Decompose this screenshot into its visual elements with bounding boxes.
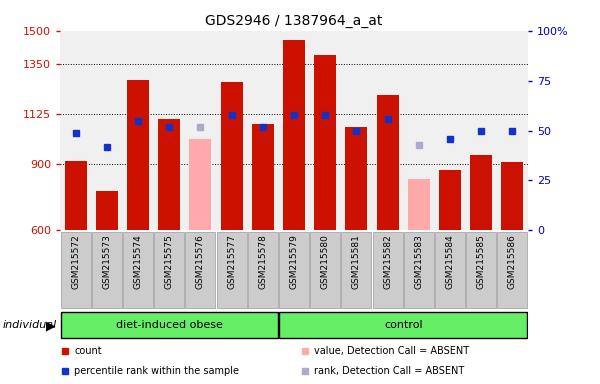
FancyBboxPatch shape [373,232,403,308]
FancyBboxPatch shape [61,232,91,308]
Bar [190,139,211,230]
Bar [127,80,149,230]
Text: diet-induced obese: diet-induced obese [116,320,223,331]
Bar [65,161,86,230]
FancyBboxPatch shape [279,232,309,308]
FancyBboxPatch shape [279,313,527,338]
FancyBboxPatch shape [154,232,184,308]
FancyBboxPatch shape [435,232,465,308]
FancyBboxPatch shape [497,232,527,308]
Text: count: count [74,346,102,356]
Text: GSM215579: GSM215579 [290,234,299,289]
Text: control: control [384,320,422,331]
Text: GSM215573: GSM215573 [102,234,112,289]
Bar [377,95,398,230]
Text: GSM215572: GSM215572 [71,234,80,289]
FancyBboxPatch shape [310,232,340,308]
Text: GSM215575: GSM215575 [164,234,174,289]
FancyBboxPatch shape [61,313,278,338]
Bar [439,170,461,230]
Text: GSM215584: GSM215584 [445,234,455,289]
Bar [283,40,305,230]
Bar [252,124,274,230]
FancyBboxPatch shape [248,232,278,308]
Text: GSM215586: GSM215586 [508,234,517,289]
Bar [470,155,492,230]
Text: GSM215577: GSM215577 [227,234,236,289]
Bar [158,119,180,230]
Text: GSM215581: GSM215581 [352,234,361,289]
FancyBboxPatch shape [185,232,215,308]
Bar [314,55,336,230]
Text: value, Detection Call = ABSENT: value, Detection Call = ABSENT [314,346,470,356]
FancyBboxPatch shape [341,232,371,308]
Text: rank, Detection Call = ABSENT: rank, Detection Call = ABSENT [314,366,464,376]
FancyBboxPatch shape [92,232,122,308]
FancyBboxPatch shape [123,232,153,308]
Text: GSM215574: GSM215574 [133,234,143,289]
Text: GSM215578: GSM215578 [258,234,267,289]
Text: GSM215582: GSM215582 [383,234,392,289]
Bar [221,82,242,230]
FancyBboxPatch shape [217,232,247,308]
Text: GSM215580: GSM215580 [320,234,330,289]
Text: individual: individual [3,320,57,331]
Bar [502,162,523,230]
Text: GSM215585: GSM215585 [476,234,485,289]
Bar [408,179,430,230]
Text: GSM215583: GSM215583 [414,234,424,289]
Bar [96,191,118,230]
Title: GDS2946 / 1387964_a_at: GDS2946 / 1387964_a_at [205,14,383,28]
Bar [346,127,367,230]
FancyBboxPatch shape [466,232,496,308]
FancyBboxPatch shape [404,232,434,308]
Text: ▶: ▶ [46,319,55,332]
Text: GSM215576: GSM215576 [196,234,205,289]
Text: percentile rank within the sample: percentile rank within the sample [74,366,239,376]
